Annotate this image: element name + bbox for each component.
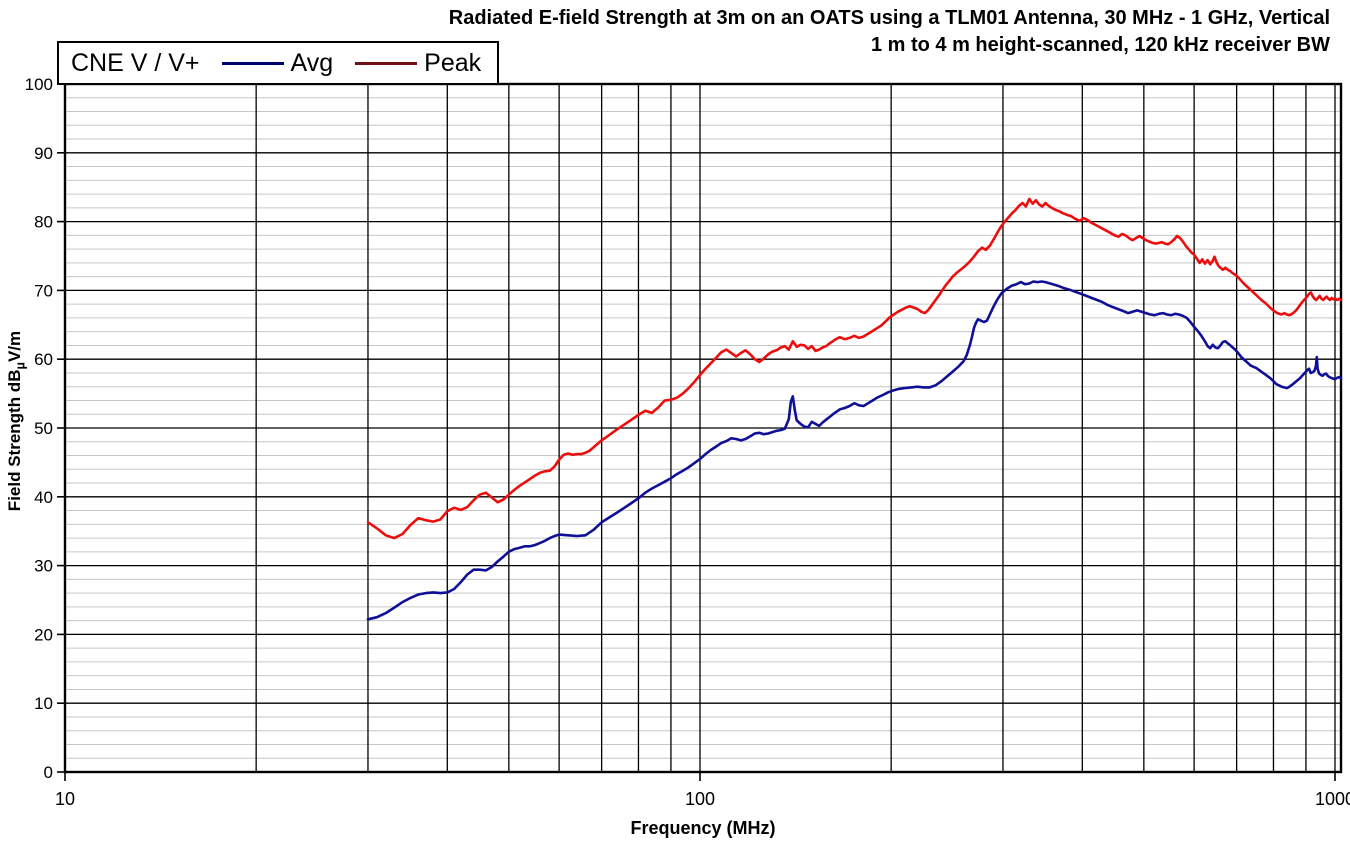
x-tick-label: 100: [685, 789, 715, 809]
y-tick-label: 30: [34, 557, 53, 576]
y-tick-label: 50: [34, 419, 53, 438]
x-axis-title: Frequency (MHz): [630, 818, 776, 838]
x-axis-ticks: 10 100 1000: [55, 772, 1350, 809]
chart-title-line1: Radiated E-field Strength at 3m on an OA…: [448, 7, 1330, 29]
legend: CNE V / V+ Avg Peak: [57, 41, 500, 85]
y-axis-ticks: 0 10 20 30 40 50 60 70 80 90 100: [25, 75, 65, 782]
x-tick-label: 1000: [1315, 789, 1350, 809]
legend-peak-label: Peak: [424, 48, 482, 77]
y-tick-label: 10: [34, 694, 53, 713]
peak-series-line: [366, 197, 1343, 540]
avg-line-sample-icon: [221, 61, 284, 65]
legend-entry-avg: Avg: [221, 48, 334, 78]
vertical-gridlines: [255, 84, 1336, 772]
y-tick-label: 90: [34, 144, 53, 163]
y-tick-label: 60: [34, 350, 53, 369]
horizontal-major-gridlines: [65, 152, 1341, 704]
legend-entry-peak: Peak: [355, 49, 481, 78]
avg-series-line: [366, 280, 1343, 621]
y-tick-label: 0: [44, 763, 53, 782]
y-tick-label: 100: [25, 75, 53, 94]
y-tick-label: 70: [34, 281, 53, 300]
y-tick-label: 20: [34, 625, 53, 644]
chart-title: Radiated E-field Strength at 3m on an OA…: [449, 5, 1330, 59]
y-axis-title: Field Strength dBµV/m: [5, 330, 28, 512]
legend-title: CNE V / V+: [71, 48, 200, 77]
legend-avg-label: Avg: [290, 48, 334, 77]
horizontal-minor-gridlines: [65, 97, 1341, 759]
y-tick-label: 80: [34, 213, 53, 232]
chart-title-line2: 1 m to 4 m height-scanned, 120 kHz recei…: [870, 34, 1330, 56]
peak-line-sample-icon: [355, 61, 418, 65]
y-tick-label: 40: [34, 488, 53, 507]
x-tick-label: 10: [55, 789, 75, 809]
